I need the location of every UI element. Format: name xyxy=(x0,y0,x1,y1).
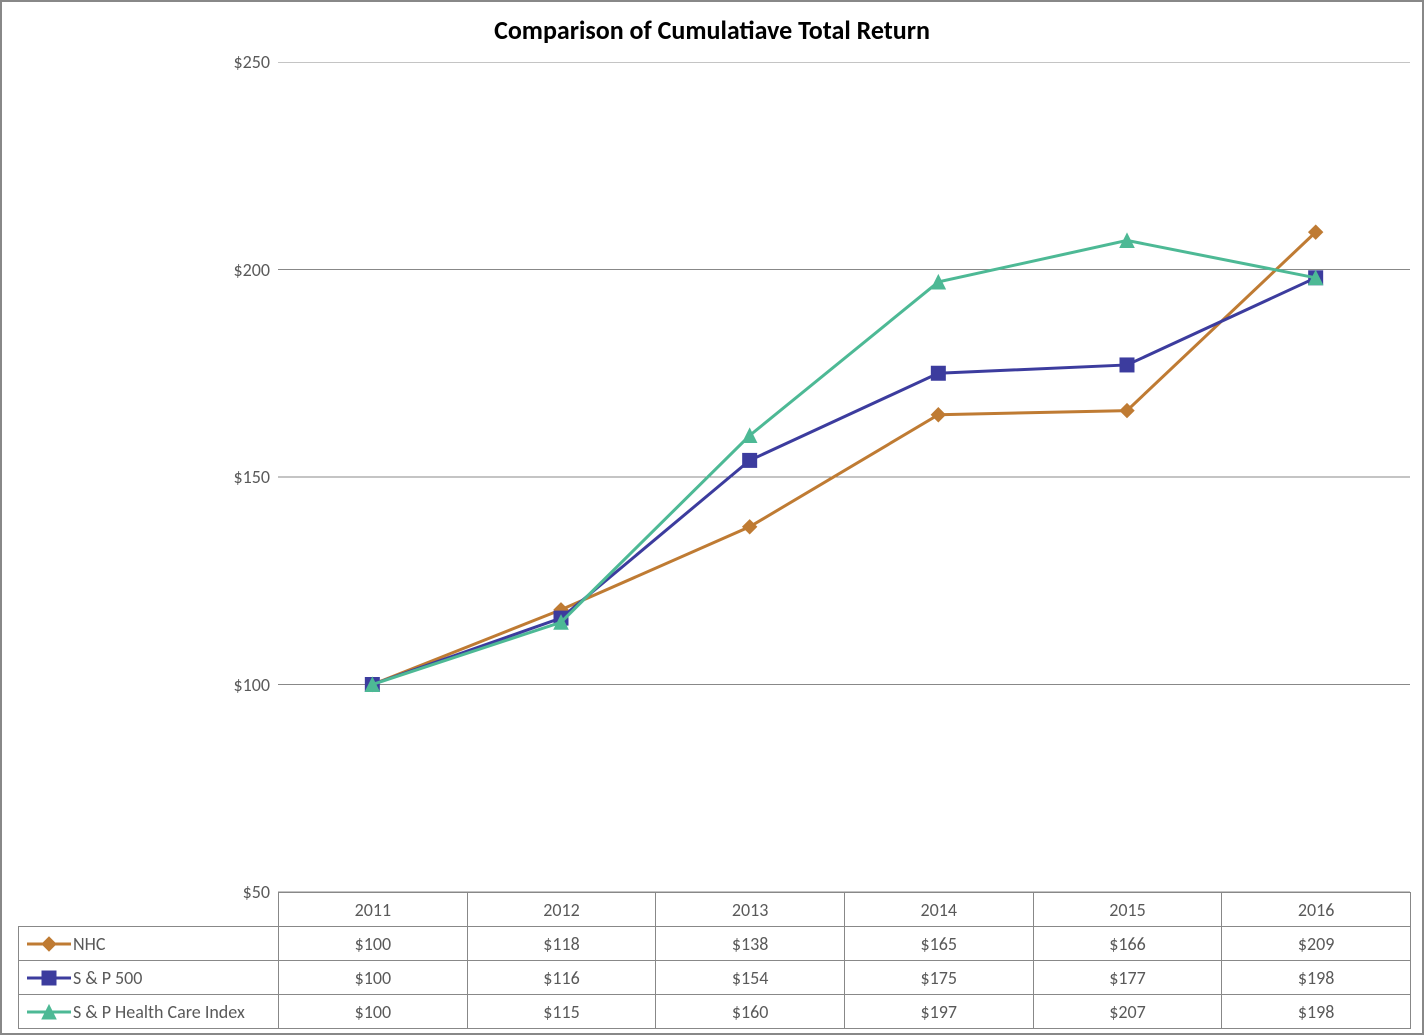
category-header: 2014 xyxy=(844,893,1033,927)
category-header: 2012 xyxy=(467,893,656,927)
legend-swatch xyxy=(27,1003,71,1021)
value-cell: $197 xyxy=(844,995,1033,1029)
chart-title: Comparison of Cumulatiave Total Return xyxy=(2,14,1422,46)
plot-svg xyxy=(278,62,1410,892)
value-cell: $160 xyxy=(656,995,845,1029)
series-label-cell: S & P Health Care Index xyxy=(19,995,279,1029)
series-s-&-p-500 xyxy=(365,271,1322,692)
table-row: S & P 500 $100$116$154$175$177$198 xyxy=(19,961,1411,995)
series-nhc xyxy=(365,225,1322,691)
value-cell: $177 xyxy=(1033,961,1222,995)
category-header: 2013 xyxy=(656,893,845,927)
legend-swatch xyxy=(27,969,71,987)
data-table: 201120122013201420152016NHC$100$118$138$… xyxy=(18,892,1411,1029)
plot-area: $50$100$150$200$250 xyxy=(278,62,1410,892)
value-cell: $198 xyxy=(1222,995,1411,1029)
series-name: S & P 500 xyxy=(73,967,142,989)
category-header: 2015 xyxy=(1033,893,1222,927)
table-header-row: 201120122013201420152016 xyxy=(19,893,1411,927)
value-cell: $166 xyxy=(1033,927,1222,961)
category-header: 2011 xyxy=(279,893,468,927)
category-header: 2016 xyxy=(1222,893,1411,927)
table-blank-cell xyxy=(19,893,279,927)
table-row: S & P Health Care Index$100$115$160$197$… xyxy=(19,995,1411,1029)
y-tick-label: $100 xyxy=(234,674,271,696)
y-tick-label: $150 xyxy=(234,466,271,488)
value-cell: $175 xyxy=(844,961,1033,995)
series-label-cell: S & P 500 xyxy=(19,961,279,995)
value-cell: $115 xyxy=(467,995,656,1029)
value-cell: $118 xyxy=(467,927,656,961)
value-cell: $138 xyxy=(656,927,845,961)
series-name: NHC xyxy=(73,933,105,955)
chart-frame: Comparison of Cumulatiave Total Return $… xyxy=(0,0,1424,1035)
value-cell: $209 xyxy=(1222,927,1411,961)
series-s-&-p-health-care-index xyxy=(365,233,1322,691)
series-label-cell: NHC xyxy=(19,927,279,961)
series-name: S & P Health Care Index xyxy=(73,1001,245,1023)
value-cell: $100 xyxy=(279,961,468,995)
value-cell: $198 xyxy=(1222,961,1411,995)
value-cell: $100 xyxy=(279,995,468,1029)
value-cell: $165 xyxy=(844,927,1033,961)
table-row: NHC $100$118$138$165$166$209 xyxy=(19,927,1411,961)
value-cell: $207 xyxy=(1033,995,1222,1029)
y-tick-label: $250 xyxy=(234,51,271,73)
value-cell: $154 xyxy=(656,961,845,995)
value-cell: $116 xyxy=(467,961,656,995)
y-tick-label: $200 xyxy=(234,259,271,281)
value-cell: $100 xyxy=(279,927,468,961)
legend-swatch xyxy=(27,935,71,953)
